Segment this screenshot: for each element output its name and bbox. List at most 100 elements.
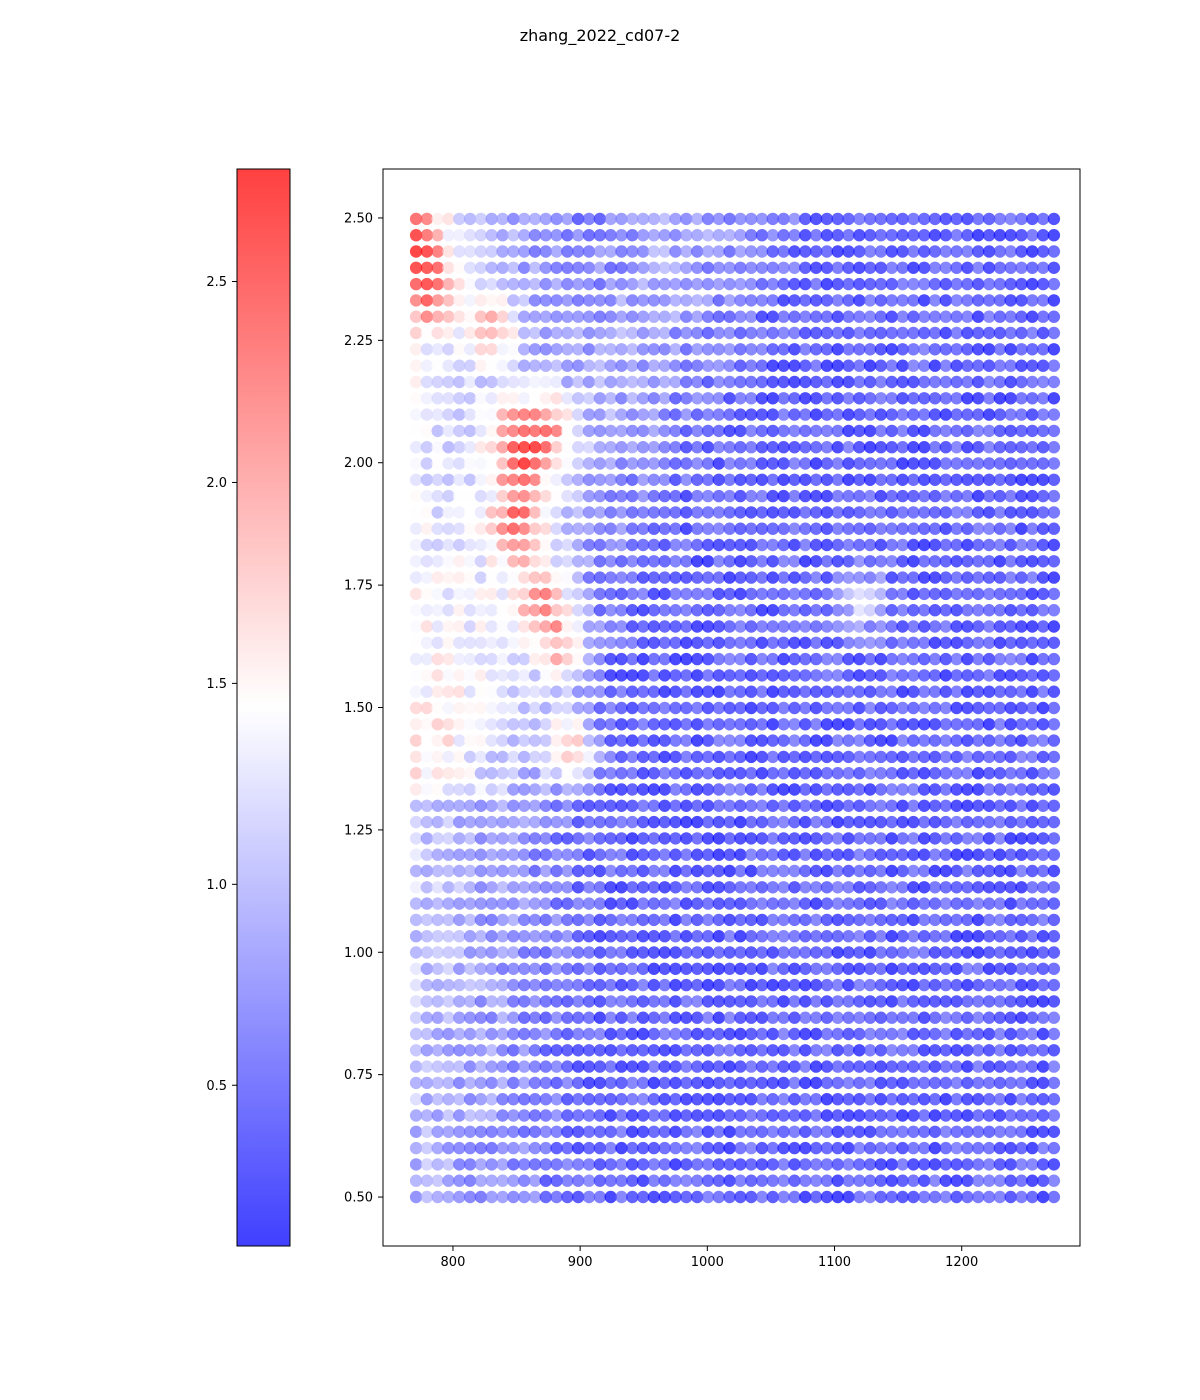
scatter-point — [950, 701, 963, 715]
scatter-point — [680, 767, 693, 780]
scatter-point — [1026, 734, 1039, 747]
scatter-point — [972, 848, 985, 861]
scatter-point — [1015, 669, 1028, 682]
scatter-point — [647, 930, 661, 943]
scatter-point — [1015, 408, 1028, 421]
scatter-point — [507, 506, 520, 519]
scatter-point — [507, 718, 520, 731]
scatter-point — [636, 408, 650, 421]
scatter-point — [550, 1093, 563, 1106]
scatter-point — [431, 310, 444, 323]
scatter-point — [831, 995, 844, 1008]
scatter-point — [874, 1060, 888, 1073]
scatter-point — [874, 489, 888, 503]
scatter-point — [539, 277, 552, 291]
scatter-point — [712, 978, 725, 992]
scatter-point — [453, 685, 466, 698]
scatter-point — [820, 1044, 834, 1057]
scatter-point — [1026, 1109, 1039, 1122]
scatter-point — [647, 1060, 661, 1073]
scatter-point — [907, 848, 920, 861]
scatter-point — [853, 489, 866, 503]
scatter-point — [885, 652, 898, 666]
scatter-point — [604, 212, 617, 226]
scatter-point — [788, 212, 801, 226]
scatter-point — [885, 718, 898, 731]
scatter-point — [636, 571, 650, 584]
scatter-point — [907, 294, 920, 307]
scatter-point — [918, 620, 931, 633]
scatter-point — [463, 636, 477, 649]
scatter-point — [561, 930, 574, 943]
scatter-point — [507, 1141, 520, 1155]
scatter-point — [788, 652, 801, 666]
scatter-point — [809, 555, 823, 568]
scatter-point — [928, 1027, 942, 1041]
scatter-point — [701, 310, 715, 323]
scatter-point — [907, 799, 920, 812]
scatter-point — [507, 913, 520, 927]
scatter-point — [712, 1125, 725, 1139]
scatter-point — [928, 522, 942, 535]
scatter-point — [896, 310, 909, 323]
scatter-point — [907, 1174, 920, 1187]
scatter-point — [453, 815, 466, 829]
scatter-point — [431, 848, 444, 861]
scatter-point — [539, 359, 552, 372]
scatter-point — [766, 734, 779, 747]
scatter-point — [496, 245, 509, 258]
scatter-point — [1015, 1190, 1028, 1204]
scatter-point — [1036, 1044, 1050, 1057]
scatter-point — [853, 1093, 866, 1106]
scatter-point — [636, 473, 650, 486]
scatter-point — [701, 930, 715, 943]
scatter-point — [636, 978, 650, 992]
scatter-point — [972, 701, 985, 715]
scatter-point — [777, 946, 790, 959]
scatter-point — [734, 750, 747, 764]
scatter-point — [928, 489, 942, 503]
scatter-point — [463, 261, 477, 274]
scatter-point — [1036, 1027, 1050, 1041]
scatter-point — [518, 212, 531, 226]
scatter-point — [463, 326, 477, 340]
scatter-point — [734, 701, 747, 715]
scatter-point — [788, 359, 801, 372]
scatter-point — [918, 750, 931, 764]
scatter-point — [809, 473, 823, 486]
scatter-point — [431, 555, 444, 568]
scatter-point — [896, 881, 909, 894]
scatter-point — [820, 1141, 834, 1155]
scatter-point — [734, 1109, 747, 1122]
scatter-point — [507, 1174, 520, 1187]
scatter-point — [799, 571, 812, 584]
scatter-point — [1026, 946, 1039, 959]
scatter-point — [604, 815, 617, 829]
scatter-point — [658, 783, 671, 796]
scatter-point — [939, 310, 952, 323]
scatter-point — [982, 799, 996, 812]
y-axis: 0.500.751.001.251.501.752.002.252.50 — [344, 211, 383, 1206]
scatter-point — [1047, 897, 1061, 910]
scatter-point — [420, 1011, 434, 1024]
scatter-point — [831, 1044, 844, 1057]
scatter-point — [734, 1076, 747, 1090]
scatter-point — [582, 815, 596, 829]
scatter-point — [809, 995, 823, 1008]
scatter-point — [463, 489, 477, 503]
scatter-point — [799, 277, 812, 291]
scatter-point — [712, 832, 725, 845]
scatter-point — [636, 848, 650, 861]
scatter-point — [593, 767, 607, 780]
scatter-point — [863, 848, 877, 861]
scatter-point — [615, 995, 628, 1008]
scatter-point — [874, 1190, 888, 1204]
scatter-point — [993, 212, 1007, 226]
scatter-point — [1015, 685, 1028, 698]
scatter-point — [1015, 1125, 1028, 1139]
scatter-point — [485, 913, 498, 927]
scatter-point — [928, 946, 942, 959]
scatter-point — [680, 734, 693, 747]
scatter-point — [409, 1158, 423, 1171]
scatter-point — [712, 457, 725, 470]
